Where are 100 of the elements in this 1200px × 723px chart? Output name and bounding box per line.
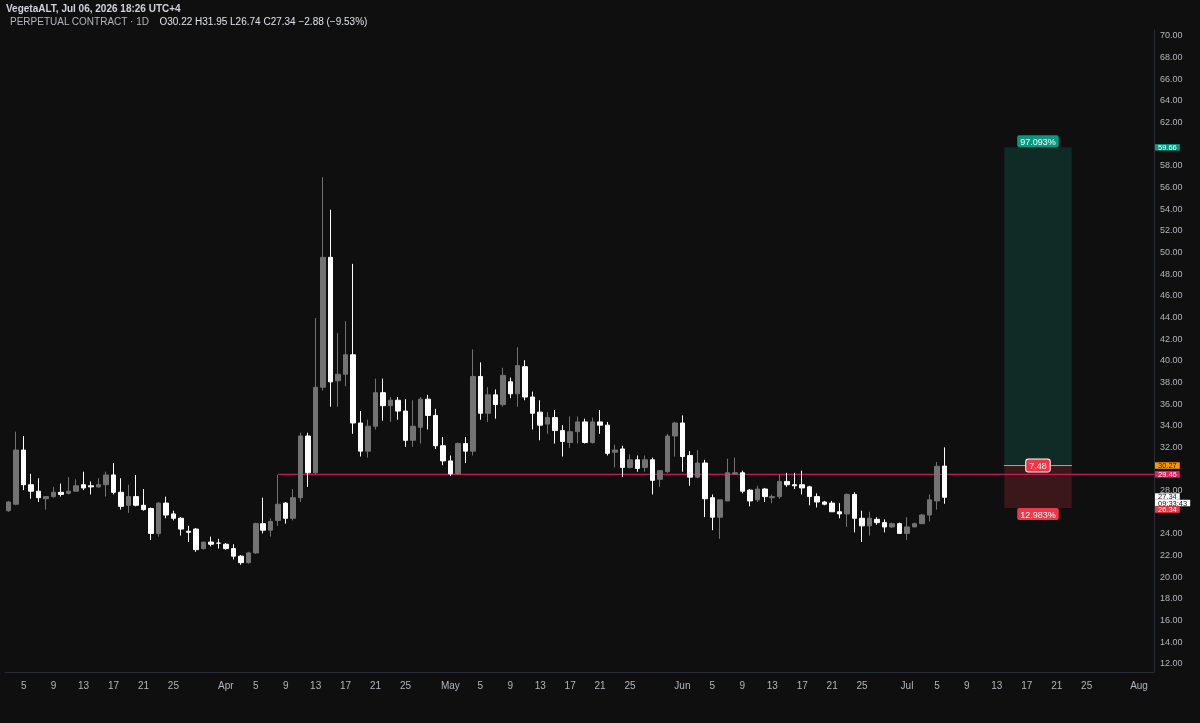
x-tick-label: Apr: [218, 679, 235, 691]
x-tick-label: 9: [50, 679, 57, 691]
x-tick-label: 13: [766, 679, 779, 691]
candlestick: [769, 493, 775, 504]
candlestick: [919, 513, 925, 525]
candlestick: [695, 449, 700, 479]
candlestick: [201, 541, 206, 551]
y-tick-label: 32.00: [1160, 441, 1183, 452]
candlestick: [208, 536, 214, 547]
candlestick: [463, 436, 468, 464]
candlestick: [762, 487, 768, 503]
y-tick-label: 36.00: [1160, 398, 1183, 409]
candlestick: [343, 320, 348, 387]
candlestick: [799, 470, 805, 495]
y-tick-label: 14.00: [1160, 636, 1183, 647]
candlestick: [21, 435, 26, 491]
y-tick-label: 42.00: [1160, 333, 1183, 344]
y-tick-label: 66.00: [1160, 73, 1183, 84]
candlestick: [710, 493, 715, 531]
candlestick: [844, 492, 850, 528]
x-tick-label: Jul: [900, 679, 914, 691]
y-tick-label: 20.00: [1160, 571, 1183, 582]
candlestick: [410, 399, 416, 448]
candlestick: [455, 441, 461, 476]
candlestick: [43, 496, 49, 511]
candlestick: [867, 511, 872, 537]
x-tick-label: 17: [107, 679, 120, 691]
candlestick: [650, 457, 655, 495]
y-tick-label: 50.00: [1160, 246, 1183, 257]
candlestick: [51, 486, 56, 499]
candlestick: [96, 477, 101, 489]
candlestick: [88, 480, 94, 495]
candlestick: [934, 461, 940, 511]
candlestick: [732, 457, 738, 476]
x-tick-label: 9: [739, 679, 746, 691]
candlestick: [747, 488, 753, 507]
x-tick-label: May: [440, 679, 460, 691]
candlestick: [597, 409, 603, 435]
candlestick: [275, 474, 281, 527]
x-tick-label: 25: [399, 679, 412, 691]
y-tick-label: 38.00: [1160, 376, 1183, 387]
candlestick: [702, 459, 708, 518]
candlestick: [238, 554, 244, 566]
candlestick: [58, 483, 64, 498]
candlestick: [365, 419, 371, 459]
candlestick: [66, 476, 71, 495]
candlestick: [260, 497, 266, 534]
candlestick: [777, 474, 782, 500]
x-tick-label: 21: [1051, 679, 1063, 691]
candlestick: [36, 477, 41, 503]
x-tick-label: 17: [564, 679, 577, 691]
candlestick: [665, 433, 670, 474]
candlestick: [478, 361, 483, 421]
candlestick: [582, 418, 588, 445]
annotation: 7.48: [1029, 460, 1047, 471]
candlestick: [335, 332, 341, 408]
candlestick: [859, 510, 865, 543]
candlestick: [807, 485, 812, 506]
candlestick: [874, 516, 880, 526]
y-tick-label: 58.00: [1160, 160, 1183, 171]
x-tick-label: Jun: [674, 679, 691, 691]
candlestick: [350, 263, 356, 435]
candlestick: [418, 396, 423, 445]
candlestick: [223, 542, 229, 551]
candlestick: [156, 501, 161, 538]
candlestick: [283, 501, 288, 525]
candlestick: [493, 388, 498, 420]
y-tick-label: 68.00: [1160, 52, 1183, 63]
x-tick-label: 25: [167, 679, 180, 691]
candlestick: [440, 436, 446, 466]
candlestick: [425, 394, 431, 430]
chart-title: PERPETUAL CONTRACT · 1D: [10, 15, 149, 27]
candlestick: [530, 391, 535, 430]
x-tick-label: 21: [826, 679, 839, 691]
candlestick: [81, 471, 86, 491]
candlestick: [163, 496, 169, 519]
candlestick: [133, 474, 139, 507]
candlestick: [448, 454, 453, 477]
candlestick: [246, 551, 251, 565]
candlestick: [508, 377, 513, 399]
candlestick: [792, 472, 797, 490]
candlestick: [672, 421, 678, 458]
candlestick: [567, 416, 573, 449]
candlestick: [380, 378, 386, 422]
x-tick-label: 9: [507, 679, 514, 691]
candlestick: [111, 462, 116, 495]
x-tick-label: 5: [477, 679, 484, 691]
candlestick: [882, 518, 887, 533]
x-tick-label: 5: [934, 679, 941, 691]
candlestick: [837, 502, 842, 519]
candlestick: [118, 477, 124, 511]
candlestick: [927, 493, 932, 523]
band-label: 12.983%: [1020, 509, 1056, 520]
candlestick: [268, 517, 273, 538]
x-tick-label: 17: [796, 679, 809, 691]
y-tick-label: 46.00: [1160, 290, 1183, 301]
candlestick: [575, 416, 580, 445]
candlestick: [942, 446, 947, 505]
y-tick-label: 56.00: [1160, 181, 1183, 192]
candlestick: [28, 473, 34, 500]
